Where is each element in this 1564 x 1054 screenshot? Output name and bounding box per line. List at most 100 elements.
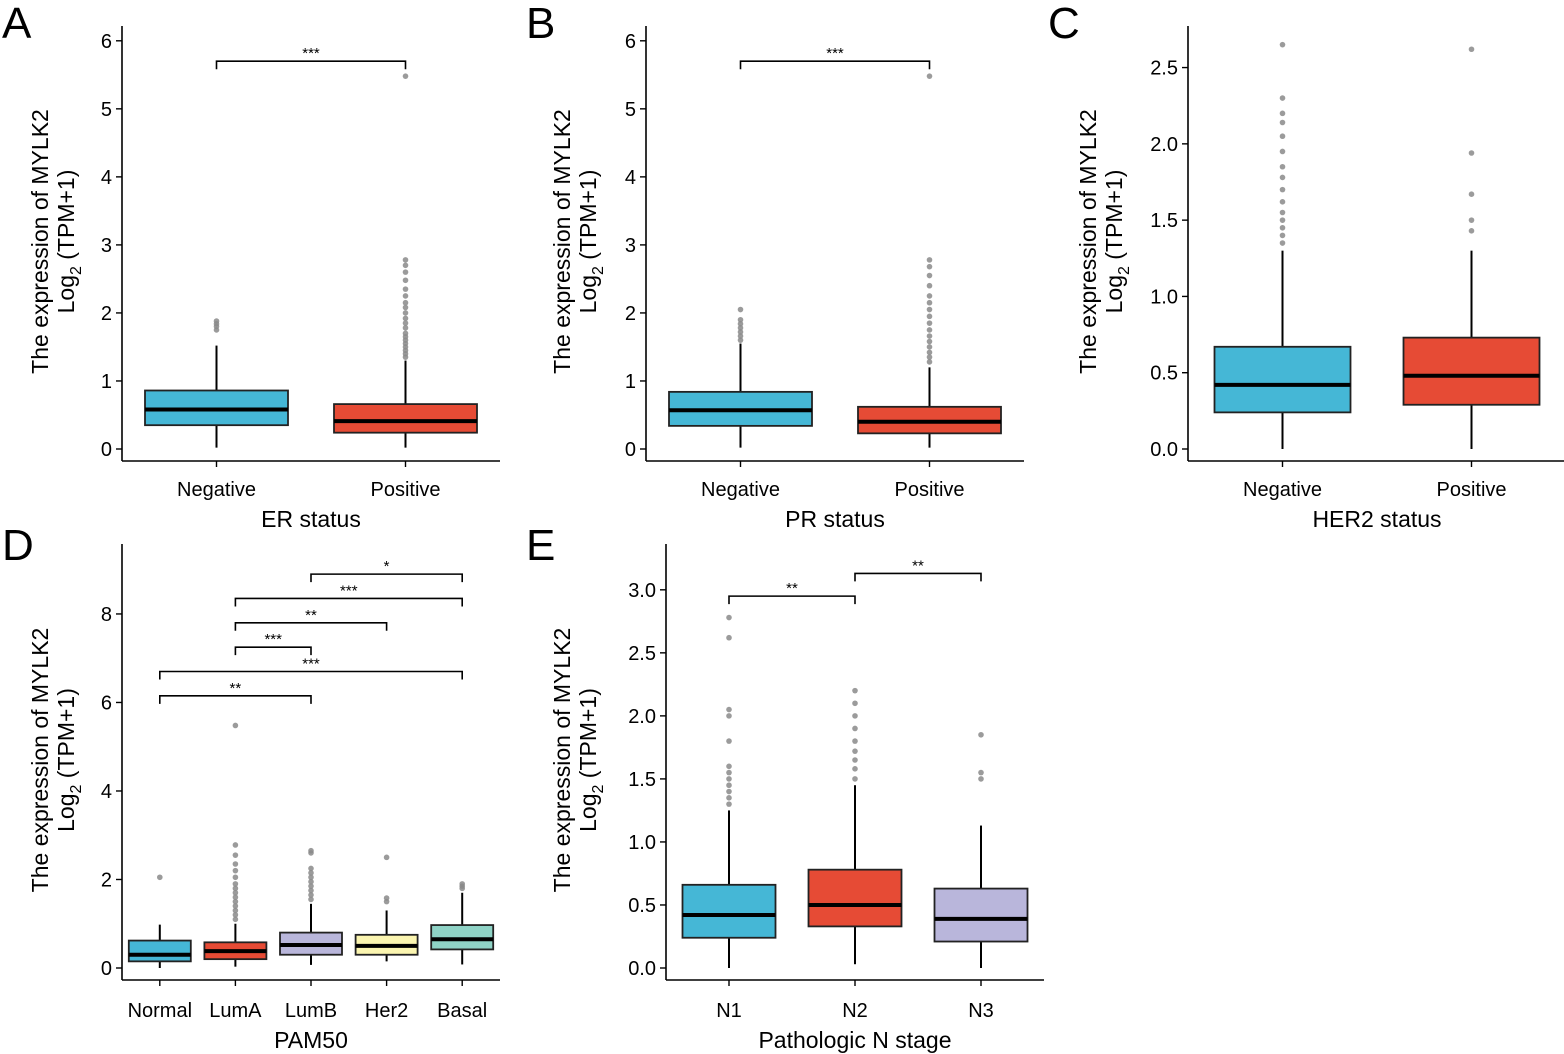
x-axis-title: PAM50 bbox=[274, 1027, 348, 1053]
outlier-point bbox=[232, 898, 239, 905]
outlier-point bbox=[308, 892, 314, 898]
panel-letter: B bbox=[526, 0, 555, 48]
significance-label: ** bbox=[230, 680, 242, 697]
outlier-point bbox=[1279, 240, 1286, 246]
y-tick-label: 6 bbox=[101, 692, 112, 714]
y-axis-title: The expression of MYLK2 Log2 (TPM+1) bbox=[27, 109, 85, 374]
outlier-point bbox=[926, 320, 933, 326]
iqr-box bbox=[807, 868, 903, 928]
y-title-line2: Log2 (TPM+1) bbox=[575, 170, 607, 314]
outlier-point bbox=[726, 776, 732, 782]
y-tick-label: 4 bbox=[625, 167, 636, 189]
outlier-point bbox=[308, 887, 314, 894]
outlier-point bbox=[157, 874, 163, 881]
y-tick-label: 5 bbox=[101, 99, 112, 121]
bracket-line bbox=[215, 60, 407, 70]
outlier-point bbox=[308, 878, 314, 885]
outlier-point bbox=[852, 725, 858, 732]
y-axis-title: The expression of MYLK2 Log2 (TPM+1) bbox=[549, 628, 607, 893]
outlier-point bbox=[978, 776, 984, 782]
outlier-point bbox=[852, 748, 858, 754]
box-negative bbox=[144, 318, 289, 448]
outlier-point bbox=[926, 354, 933, 360]
outlier-point bbox=[926, 293, 933, 299]
panel-letter: A bbox=[2, 0, 32, 48]
panel-b: B 0 1 2 3 4 5 6 Negative Positive PR status The exp… bbox=[526, 0, 1024, 532]
outlier-point bbox=[232, 885, 239, 892]
outlier-point bbox=[459, 881, 466, 887]
outlier-point bbox=[1279, 148, 1286, 155]
outlier-point bbox=[1468, 191, 1475, 198]
x-tick-label: LumA bbox=[209, 1000, 262, 1022]
y-title-unit: (TPM+1) bbox=[53, 170, 79, 266]
y-title-log: Log bbox=[53, 275, 79, 313]
outlier-point bbox=[926, 333, 933, 339]
outlier-point bbox=[232, 881, 239, 887]
y-tick-label: 1.5 bbox=[628, 769, 656, 791]
y-title-line2: Log2 (TPM+1) bbox=[53, 688, 85, 832]
bracket-line bbox=[739, 60, 931, 70]
significance-bracket: *** bbox=[234, 631, 312, 656]
outlier-point bbox=[308, 847, 314, 854]
significance-bracket: * bbox=[310, 558, 463, 583]
outlier-point bbox=[1279, 199, 1286, 205]
x-tick-label: Negative bbox=[177, 479, 256, 501]
y-title-log: Log bbox=[575, 794, 601, 832]
significance-label: *** bbox=[302, 45, 320, 62]
outlier-point bbox=[213, 318, 220, 324]
outlier-point bbox=[402, 269, 409, 275]
y-tick-label: 0 bbox=[101, 439, 112, 461]
y-tick-label: 6 bbox=[625, 31, 636, 53]
x-tick-label: Positive bbox=[370, 479, 440, 501]
bracket-line bbox=[728, 595, 856, 605]
y-title-unit: (TPM+1) bbox=[1101, 170, 1127, 266]
y-tick-label: 3 bbox=[625, 235, 636, 257]
y-tick-label: 0.5 bbox=[628, 895, 656, 917]
outlier-point bbox=[926, 257, 933, 263]
outlier-point bbox=[726, 614, 732, 621]
outlier-point bbox=[1468, 217, 1475, 223]
box-negative bbox=[1213, 41, 1352, 449]
outlier-point bbox=[852, 713, 858, 719]
outlier-point bbox=[726, 738, 732, 744]
y-tick-label: 0.5 bbox=[1150, 363, 1178, 385]
significance-label: *** bbox=[340, 582, 358, 599]
outlier-point bbox=[852, 700, 858, 707]
outlier-point bbox=[737, 333, 744, 339]
y-tick-label: 5 bbox=[625, 99, 636, 121]
significance-bracket: ** bbox=[854, 557, 982, 582]
box-lumb bbox=[279, 847, 343, 965]
y-tick-label: 4 bbox=[101, 167, 112, 189]
x-tick-label: Her2 bbox=[365, 1000, 408, 1022]
outlier-point bbox=[726, 634, 732, 641]
outlier-point bbox=[402, 277, 409, 284]
y-title-line1: The expression of MYLK2 bbox=[549, 628, 575, 893]
y-title-sub: 2 bbox=[590, 266, 607, 275]
x-tick-label: N3 bbox=[968, 1000, 994, 1022]
iqr-box bbox=[681, 883, 777, 939]
y-title-line2: Log2 (TPM+1) bbox=[1101, 170, 1133, 314]
y-tick-label: 1 bbox=[625, 371, 636, 393]
y-tick-label: 6 bbox=[101, 31, 112, 53]
iqr-box bbox=[1402, 336, 1541, 406]
outlier-point bbox=[737, 316, 744, 323]
box-negative bbox=[668, 306, 813, 448]
outlier-point bbox=[308, 896, 314, 903]
box-positive bbox=[857, 73, 1002, 448]
outlier-point bbox=[232, 874, 239, 881]
outlier-point bbox=[383, 895, 390, 901]
box-n1 bbox=[681, 614, 777, 968]
bracket-line bbox=[234, 597, 463, 607]
outlier-point bbox=[402, 73, 409, 79]
box-normal bbox=[127, 874, 192, 968]
outlier-point bbox=[1279, 119, 1286, 126]
outlier-point bbox=[1279, 133, 1286, 140]
bracket-line bbox=[159, 695, 312, 704]
box-positive bbox=[1402, 46, 1541, 449]
x-tick-label: Negative bbox=[1243, 479, 1322, 501]
y-tick-label: 1.5 bbox=[1150, 210, 1178, 232]
y-title-line1: The expression of MYLK2 bbox=[27, 628, 53, 893]
x-tick-label: N2 bbox=[842, 1000, 868, 1022]
outlier-point bbox=[1279, 217, 1286, 223]
